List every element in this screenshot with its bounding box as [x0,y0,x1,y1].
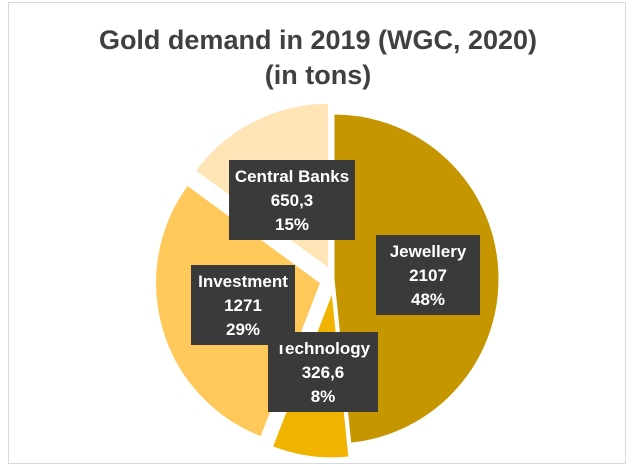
data-label-value: 650,3 [271,191,314,210]
data-label-percent: 29% [226,320,260,339]
data-label-technology: Technology 326,6 8% [268,332,378,412]
data-label-name: Central Banks [235,167,349,186]
data-label-name: Technology [276,339,371,358]
chart-frame: Gold demand in 2019 (WGC, 2020) (in tons… [8,2,626,464]
data-label-value: 1271 [224,296,262,315]
data-label-name: Investment [198,272,288,291]
data-label-box [191,265,295,345]
chart-title: Gold demand in 2019 (WGC, 2020) [98,25,538,55]
data-label-box [268,332,378,412]
data-label-box [229,160,355,240]
data-label-central-banks: Central Banks 650,3 15% [229,160,355,240]
data-label-value: 2107 [409,266,447,285]
data-label-percent: 15% [275,215,309,234]
data-label-box [376,235,480,315]
pie-chart: Jewellery 2107 48% Technology 326,6 8% Investm… [155,102,500,459]
chart-subtitle: (in tons) [264,60,372,90]
data-label-investment: Investment 1271 29% [191,265,295,345]
data-label-name: Jewellery [390,242,467,261]
data-label-percent: 8% [311,387,336,406]
data-label-percent: 48% [411,290,445,309]
data-label-value: 326,6 [302,363,345,382]
data-label-jewellery: Jewellery 2107 48% [376,235,480,315]
